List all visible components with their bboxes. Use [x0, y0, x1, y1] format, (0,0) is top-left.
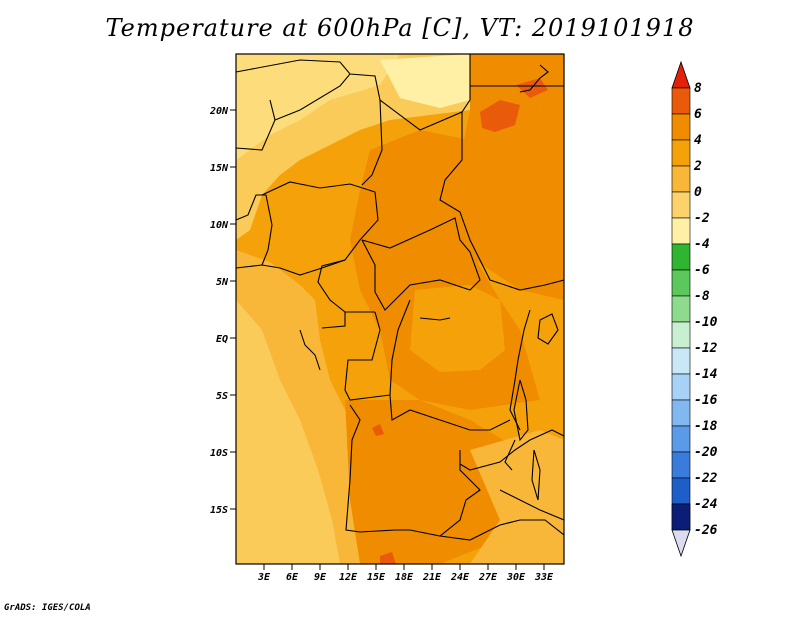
lat-label: 20N [209, 106, 229, 117]
border-line [439, 519, 564, 541]
colorbar-cell [671, 399, 691, 427]
colorbar-label: -10 [694, 315, 718, 330]
border-line [499, 489, 564, 521]
colorbar-cell [671, 87, 691, 115]
border-line [236, 54, 471, 131]
coastline [299, 329, 321, 371]
lon-label: 6E [286, 572, 299, 583]
lat-label: 15S [210, 505, 228, 516]
lon-label: 24E [450, 572, 470, 583]
lake-outline [513, 379, 529, 442]
field-west-pale [236, 300, 340, 564]
latitude-axis: 20N 15N 10N 5N EQ 5S 10S 15S [209, 106, 236, 516]
field-hotspot [480, 100, 520, 132]
colorbar-bottom-triangle [671, 529, 691, 558]
border-line [236, 99, 276, 151]
temperature-field [236, 54, 564, 564]
colorbar-label: -24 [694, 497, 718, 512]
lake-outline [537, 313, 559, 345]
colorbar-label: -2 [694, 211, 710, 226]
colorbar: 8 6 4 2 0 -2 -4 -6 -8 -10 -12 -14 -16 -1… [671, 60, 718, 558]
colorbar-cell [671, 217, 691, 245]
colorbar-label: -4 [694, 237, 710, 252]
border-line [361, 99, 383, 186]
colorbar-cell [671, 503, 691, 531]
colorbar-cell [671, 191, 691, 219]
colorbar-cell [671, 347, 691, 375]
lat-label: 5N [216, 277, 229, 288]
field-north-lightyellow [380, 54, 470, 108]
colorbar-cell [671, 243, 691, 271]
colorbar-label: 6 [694, 107, 702, 122]
colorbar-label: -12 [694, 341, 718, 356]
border-line [345, 404, 481, 537]
border-line [236, 181, 379, 276]
colorbar-cell [671, 269, 691, 297]
border-line [361, 217, 481, 311]
border-line [317, 259, 375, 313]
colorbar-label: -8 [694, 289, 710, 304]
grads-credit: GrADS: IGES/COLA [4, 603, 91, 613]
colorbar-label: -20 [694, 445, 718, 460]
colorbar-label: 2 [693, 159, 702, 174]
border-line [389, 299, 511, 431]
border-line [274, 73, 351, 121]
colorbar-label: 0 [694, 185, 702, 200]
lon-label: 30E [506, 572, 526, 583]
lon-label: 33E [534, 572, 554, 583]
longitude-axis: 3E 6E 9E 12E 15E 18E 21E 24E 27E 30E 33E [257, 564, 554, 583]
colorbar-label: -18 [694, 419, 718, 434]
lon-label: 15E [367, 572, 386, 583]
colorbar-cell [671, 321, 691, 349]
colorbar-cell [671, 373, 691, 401]
field-hotspot [380, 552, 396, 564]
lake-outline [531, 449, 541, 501]
colorbar-cell [671, 295, 691, 323]
colorbar-cell [671, 165, 691, 193]
colorbar-label: -26 [694, 523, 718, 538]
border-line [509, 309, 531, 431]
colorbar-label: 4 [694, 133, 702, 148]
lon-label: 27E [478, 572, 498, 583]
border-line [236, 194, 273, 266]
border-line [321, 312, 346, 329]
border-line [459, 429, 564, 471]
lon-label: 9E [314, 572, 327, 583]
river-outline [419, 317, 451, 321]
colorbar-cell [671, 477, 691, 505]
colorbar-label: 8 [694, 81, 702, 96]
lat-label: 10N [210, 220, 229, 231]
border-line [439, 112, 564, 291]
colorbar-cell [671, 139, 691, 167]
colorbar-cell [671, 425, 691, 453]
colorbar-label: -22 [694, 471, 718, 486]
field-hotspot [372, 424, 384, 436]
border-line [344, 311, 391, 401]
lat-label: 15N [210, 163, 229, 174]
colorbar-label: -16 [694, 393, 718, 408]
field-south-deep [345, 400, 530, 564]
colorbar-top-triangle [671, 60, 691, 89]
country-borders [236, 54, 564, 541]
field-north-yellow [236, 54, 400, 160]
colorbar-label: -6 [694, 263, 710, 278]
lon-label: 18E [395, 572, 414, 583]
lat-label: 5S [216, 391, 228, 402]
field-central-light [410, 285, 505, 372]
colorbar-label: -14 [694, 367, 718, 382]
colorbar-cell [671, 451, 691, 479]
lon-label: 3E [257, 572, 271, 583]
colorbar-cell [671, 113, 691, 141]
chart-title: Temperature at 600hPa [C], VT: 201910191… [105, 14, 695, 42]
lon-label: 12E [339, 572, 358, 583]
lat-label: EQ [216, 334, 228, 345]
coastline [504, 439, 516, 471]
coastline [519, 64, 549, 93]
lon-label: 21E [422, 572, 442, 583]
map-frame [235, 53, 565, 565]
lat-label: 10S [210, 448, 228, 459]
